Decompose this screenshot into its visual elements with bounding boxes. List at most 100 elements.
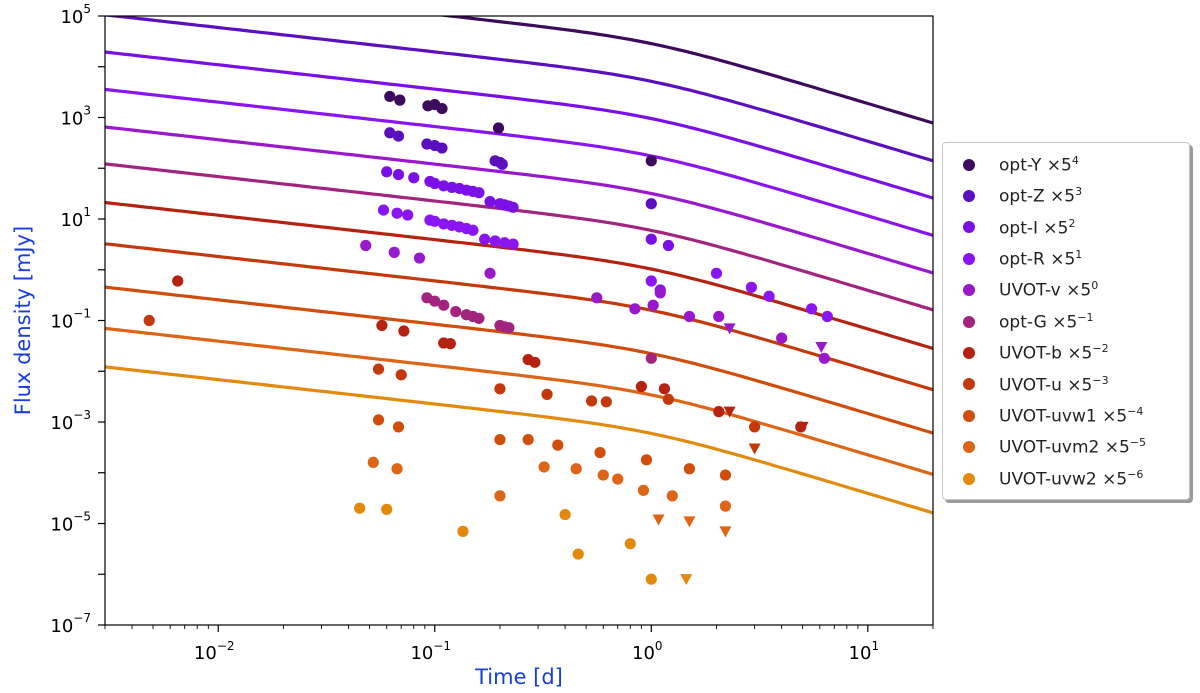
legend-entry-opt-y: opt-Y ×54 bbox=[943, 149, 1189, 180]
legend-series-name: UVOT-u bbox=[999, 375, 1068, 396]
x-axis-label: Time [d] bbox=[474, 665, 563, 689]
legend-scale-exponent: 1 bbox=[1075, 248, 1083, 262]
data-point-uvot-uvm2 bbox=[597, 469, 609, 481]
legend-label: UVOT-uvw2 ×5−6 bbox=[999, 468, 1143, 490]
data-point-uvot-uvm2 bbox=[637, 484, 650, 496]
legend-marker bbox=[963, 221, 975, 234]
legend-marker bbox=[963, 190, 975, 203]
legend-scale-factor: ×5 bbox=[1043, 218, 1069, 239]
legend-label: UVOT-b ×5−2 bbox=[999, 342, 1109, 364]
data-point-opt-z bbox=[436, 142, 448, 154]
legend-label: UVOT-uvm2 ×5−5 bbox=[999, 436, 1146, 458]
data-point-uvot-uvm2 bbox=[538, 461, 550, 473]
data-point-uvot-uvw1 bbox=[392, 421, 405, 433]
data-point-uvot-uvw1 bbox=[552, 439, 564, 451]
data-points bbox=[143, 90, 833, 586]
y-tick-label: 10−3 bbox=[50, 408, 91, 434]
legend-scale-exponent: 2 bbox=[1068, 216, 1076, 230]
data-point-uvot-u bbox=[600, 396, 612, 408]
data-point-uvot-v bbox=[713, 310, 725, 323]
data-point-uvot-b bbox=[713, 406, 725, 418]
legend-entry-opt-g: opt-G ×5−1 bbox=[943, 306, 1189, 337]
legend-label: UVOT-v ×50 bbox=[999, 279, 1098, 301]
legend-scale-factor: ×5 bbox=[1067, 375, 1093, 396]
legend-entry-uvot-uvm2: UVOT-uvm2 ×5−5 bbox=[943, 432, 1189, 463]
data-point-uvot-u bbox=[585, 395, 598, 407]
model-line-uvot-uvw1 bbox=[105, 285, 933, 435]
legend-marker bbox=[963, 378, 975, 391]
model-lines bbox=[105, 16, 933, 515]
upper-limit-marker-uvot-uvm2 bbox=[719, 526, 732, 538]
y-tick-exponent: −1 bbox=[73, 307, 91, 321]
legend-scale-factor: ×5 bbox=[1066, 281, 1092, 302]
legend-scale-exponent: −1 bbox=[1077, 310, 1094, 324]
legend-label: UVOT-u ×5−3 bbox=[999, 374, 1109, 396]
legend-label: UVOT-uvw1 ×5−4 bbox=[999, 405, 1143, 427]
data-point-uvot-b bbox=[658, 383, 671, 395]
legend-scale-exponent: 0 bbox=[1091, 279, 1099, 293]
data-point-opt-z bbox=[392, 130, 405, 142]
legend-series-name: opt-Y bbox=[999, 155, 1047, 176]
y-tick-label: 105 bbox=[60, 2, 91, 28]
legend-series-name: UVOT-v bbox=[999, 281, 1067, 302]
data-point-opt-y bbox=[436, 102, 448, 115]
data-point-opt-r bbox=[805, 303, 818, 315]
legend-scale-factor: ×5 bbox=[1050, 186, 1076, 207]
data-point-opt-r bbox=[645, 275, 657, 287]
y-tick-base: 10 bbox=[50, 515, 73, 536]
model-line-uvot-uvw2 bbox=[105, 365, 933, 515]
y-tick-base: 10 bbox=[50, 616, 73, 637]
x-tick-label: 100 bbox=[632, 639, 663, 664]
data-point-opt-r bbox=[479, 233, 491, 245]
axes-frame bbox=[104, 15, 934, 626]
model-line-uvot-uvm2 bbox=[105, 326, 933, 476]
legend-scale-exponent: −5 bbox=[1129, 436, 1147, 450]
data-point-uvot-u bbox=[494, 383, 506, 395]
data-point-opt-r bbox=[763, 290, 775, 302]
upper-limit-marker-uvot-uvm2 bbox=[683, 516, 696, 528]
model-line-opt-g bbox=[105, 162, 933, 312]
x-tick-base: 10 bbox=[410, 643, 433, 664]
legend-marker bbox=[963, 347, 975, 360]
y-tick-exponent: 3 bbox=[83, 104, 91, 118]
data-point-opt-z bbox=[384, 127, 396, 139]
upper-limit-marker-uvot-u bbox=[748, 443, 761, 455]
data-point-uvot-uvw2 bbox=[559, 508, 571, 521]
legend-entry-uvot-uvw1: UVOT-uvw1 ×5−4 bbox=[943, 400, 1189, 431]
x-tick-label: 10−1 bbox=[410, 639, 451, 664]
data-point-opt-i bbox=[645, 233, 657, 245]
legend-scale-exponent: 4 bbox=[1071, 153, 1079, 167]
data-point-uvot-uvw2 bbox=[645, 573, 657, 585]
legend-scale-factor: ×5 bbox=[1104, 438, 1130, 459]
data-point-opt-r bbox=[402, 209, 414, 221]
legend-marker bbox=[963, 409, 975, 422]
y-tick-exponent: −5 bbox=[73, 510, 91, 524]
legend-scale-factor: ×5 bbox=[1102, 406, 1128, 427]
legend-entry-opt-r: opt-R ×51 bbox=[943, 243, 1189, 274]
model-line-uvot-v bbox=[105, 125, 933, 275]
data-point-opt-i bbox=[484, 196, 496, 208]
y-tick-base: 10 bbox=[50, 312, 73, 333]
data-point-uvot-v bbox=[818, 352, 830, 364]
legend-scale-factor: ×5 bbox=[1067, 343, 1093, 364]
data-point-opt-y bbox=[645, 155, 657, 167]
data-point-opt-y bbox=[492, 122, 505, 134]
legend-series-name: UVOT-b bbox=[999, 343, 1068, 364]
data-point-opt-r bbox=[429, 215, 441, 227]
legend-scale-factor: ×5 bbox=[1050, 249, 1076, 270]
y-tick-label: 10−5 bbox=[50, 510, 91, 536]
data-point-opt-i bbox=[662, 239, 675, 252]
data-point-opt-y bbox=[394, 94, 406, 106]
y-tick-exponent: 1 bbox=[83, 205, 91, 219]
data-point-uvot-v bbox=[629, 303, 641, 315]
data-point-uvot-uvw1 bbox=[494, 433, 506, 446]
y-tick-base: 10 bbox=[60, 109, 83, 130]
legend-scale-factor: ×5 bbox=[1046, 155, 1072, 176]
y-tick-label: 10−1 bbox=[50, 307, 91, 333]
data-point-uvot-v bbox=[654, 287, 666, 299]
model-line-opt-r bbox=[105, 87, 933, 237]
data-point-opt-r bbox=[821, 310, 833, 323]
data-point-uvot-uvw1 bbox=[372, 414, 385, 426]
legend-marker bbox=[963, 472, 975, 485]
